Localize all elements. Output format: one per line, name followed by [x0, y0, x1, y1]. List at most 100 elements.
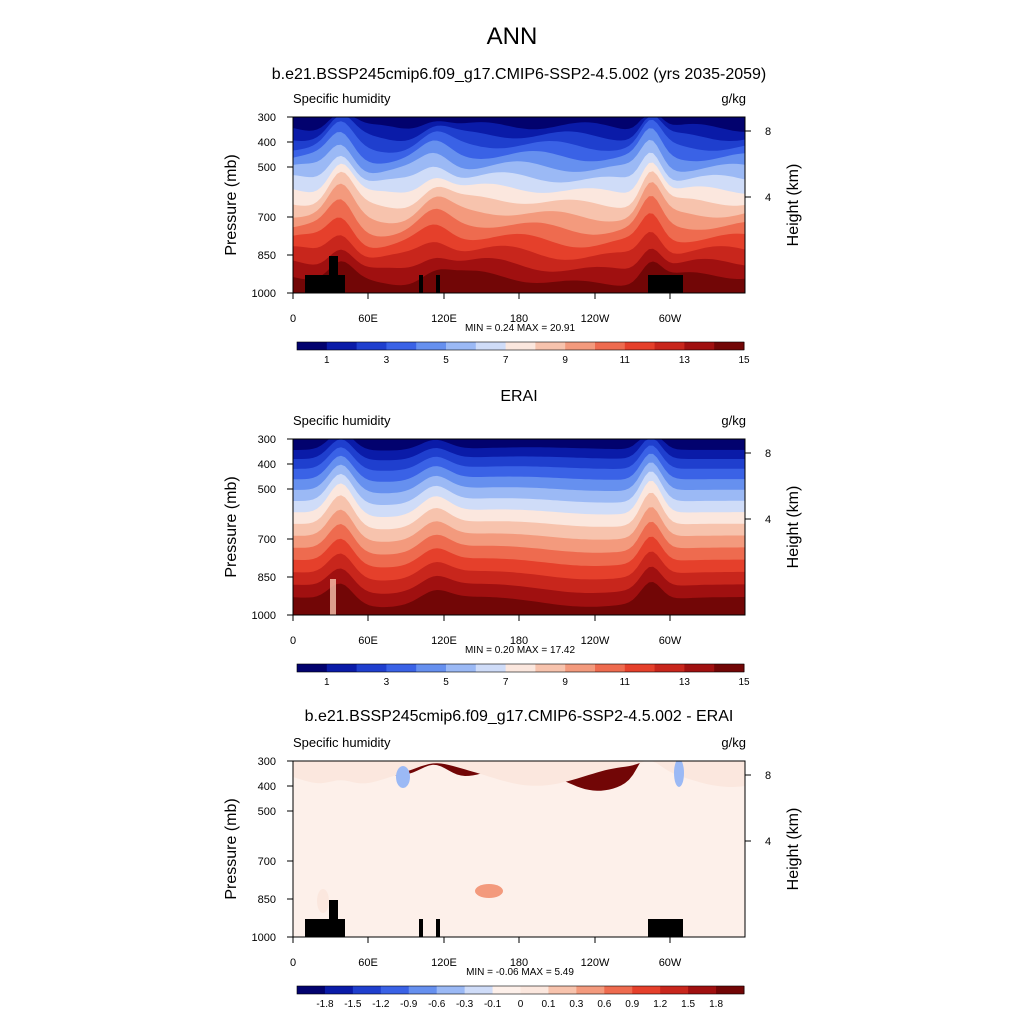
y-tick-label: 700 [258, 534, 276, 546]
colorbar-swatch [654, 342, 685, 350]
colorbar-label: 0.1 [541, 999, 555, 1010]
y-tick-label-right: 4 [765, 192, 771, 204]
colorbar: 1 3 5 7 9 11 13 15 [296, 341, 750, 366]
colorbar-label: 9 [562, 355, 568, 366]
colorbar-swatch [595, 664, 626, 672]
ylabel: Pressure (mb) [223, 798, 240, 899]
topography-mask [419, 919, 423, 937]
y-tick-label-right: 4 [765, 836, 771, 848]
colorbar-label: 3 [384, 355, 390, 366]
y-tick-label-right: 8 [765, 770, 771, 782]
plot-area [292, 116, 746, 294]
colorbar-label: 15 [738, 677, 750, 688]
x-tick-label: 180 [510, 313, 528, 325]
ylabel-right: Height (km) [785, 164, 802, 247]
panel-diff: b.e21.BSSP245cmip6.f09_g17.CMIP6-SSP2-4.… [223, 708, 802, 1010]
colorbar-swatch [380, 986, 410, 994]
y-tick-label: 850 [258, 894, 276, 906]
colorbar-frame [296, 341, 745, 351]
y-ticks-right: 84 [745, 448, 771, 526]
x-tick-label: 180 [510, 957, 528, 969]
colorbar-swatch [535, 664, 566, 672]
colorbar-label: 0.9 [625, 999, 639, 1010]
x-tick-label: 120E [431, 313, 457, 325]
colorbar-swatch [386, 664, 417, 672]
colorbar-swatch [684, 664, 715, 672]
x-tick-label: 0 [290, 635, 296, 647]
y-tick-label: 500 [258, 484, 276, 496]
y-ticks-right: 84 [745, 126, 771, 204]
colorbar-swatch [576, 986, 605, 994]
topography-mask [419, 275, 423, 293]
colorbar-swatch [688, 986, 717, 994]
x-ticks: 0 60E 120E 180 120W 60W [290, 615, 682, 647]
stats: MIN = -0.06 MAX = 5.49 [466, 967, 574, 978]
colorbar-swatch [684, 342, 715, 350]
colorbar-swatch [326, 664, 358, 672]
contour-band [317, 889, 329, 913]
colorbar-label: 1.5 [681, 999, 695, 1010]
topography-mask [329, 256, 338, 276]
y-ticks: 300 400 500 700 850 1000 [252, 112, 293, 300]
y-tick-label-right: 4 [765, 514, 771, 526]
x-tick-label: 120E [431, 635, 457, 647]
topography-mask [436, 275, 440, 293]
colorbar-label: -0.1 [484, 999, 502, 1010]
colorbar-swatch [654, 664, 685, 672]
colorbar-swatch [505, 664, 536, 672]
y-tick-label: 300 [258, 756, 276, 768]
y-tick-label-right: 8 [765, 126, 771, 138]
colorbar-swatch [356, 664, 387, 672]
colorbar-swatch [624, 342, 656, 350]
colorbar-swatch [604, 986, 633, 994]
y-tick-label: 500 [258, 162, 276, 174]
left-label: Specific humidity [293, 91, 391, 106]
stats: MIN = 0.20 MAX = 17.42 [465, 645, 575, 656]
x-ticks: 0 60E 120E 180 120W 60W [290, 293, 682, 325]
colorbar-swatch [297, 342, 328, 350]
colorbar-swatch [297, 986, 326, 994]
y-tick-label: 1000 [252, 610, 276, 622]
ylabel: Pressure (mb) [223, 154, 240, 255]
colorbar-label: 13 [679, 677, 691, 688]
colorbar-label: 5 [443, 355, 449, 366]
y-tick-label: 700 [258, 212, 276, 224]
x-tick-label: 60W [659, 313, 682, 325]
colorbar-swatch [352, 986, 382, 994]
colorbar-frame [296, 985, 745, 995]
colorbar-swatch [632, 986, 661, 994]
x-ticks: 0 60E 120E 180 120W 60W [290, 937, 682, 969]
contour-band [396, 766, 410, 788]
y-tick-label: 400 [258, 781, 276, 793]
colorbar-label: 7 [503, 677, 509, 688]
colorbar-swatch [492, 986, 521, 994]
topography-mask [305, 275, 345, 293]
x-tick-label: 60E [358, 957, 378, 969]
colorbar-label: 7 [503, 355, 509, 366]
colorbar-swatch [660, 986, 689, 994]
topography-mask [329, 900, 338, 920]
panel-title: ERAI [500, 388, 537, 405]
colorbar-swatch [714, 342, 745, 350]
colorbar-label: 1.8 [709, 999, 723, 1010]
colorbar-swatch [475, 342, 507, 350]
colorbar-swatch [416, 342, 447, 350]
colorbar-label: 9 [562, 677, 568, 688]
x-tick-label: 60W [659, 957, 682, 969]
plot-area [292, 438, 746, 616]
x-tick-label: 60W [659, 635, 682, 647]
colorbar-label: -1.2 [372, 999, 390, 1010]
topography-mask [436, 919, 440, 937]
contour-band [293, 439, 745, 451]
y-tick-label: 400 [258, 137, 276, 149]
colorbar-label: 1.2 [653, 999, 667, 1010]
colorbar-swatch [297, 664, 328, 672]
units-label: g/kg [721, 91, 746, 106]
colorbar-label: 0 [518, 999, 524, 1010]
y-tick-label: 500 [258, 806, 276, 818]
colorbar-frame [296, 663, 745, 673]
colorbar-label: 0.3 [569, 999, 583, 1010]
colorbar-swatch [446, 664, 477, 672]
y-tick-label: 850 [258, 572, 276, 584]
colorbar-label: -0.6 [428, 999, 446, 1010]
